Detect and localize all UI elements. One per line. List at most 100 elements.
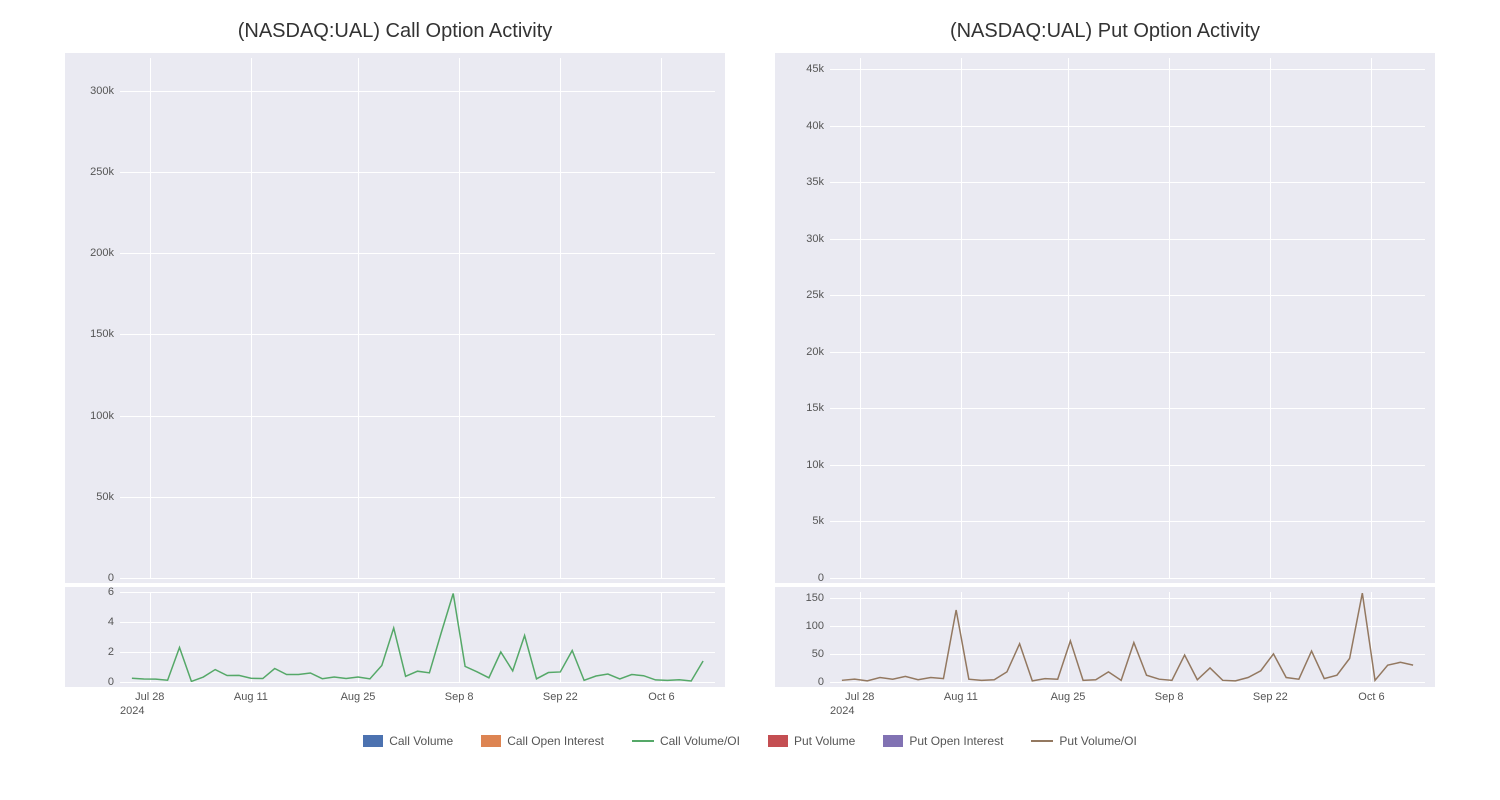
y-tick-label: 100k — [90, 410, 114, 422]
grid-line — [961, 58, 962, 578]
legend-swatch-line — [1031, 740, 1053, 742]
x-tick-label: Jul 28 — [135, 691, 164, 703]
grid-line — [830, 126, 1425, 127]
grid-line — [830, 408, 1425, 409]
grid-line — [830, 295, 1425, 296]
grid-line — [830, 682, 1425, 683]
call-main-plot: 0 50k 100k 150k 200k 250k 300k — [65, 53, 725, 583]
legend-swatch-bar — [768, 735, 788, 747]
legend-swatch-bar — [363, 735, 383, 747]
call-ratio-plot: 0 2 4 6 — [65, 587, 725, 687]
y-tick-label: 150 — [806, 592, 824, 604]
x-tick-label: Aug 11 — [234, 691, 268, 703]
x-axis-year: 2024 — [830, 705, 854, 717]
grid-line — [120, 416, 715, 417]
charts-wrapper: (NASDAQ:UAL) Call Option Activity 0 50k 10… — [20, 20, 1480, 722]
ratio-line — [830, 592, 1425, 682]
legend-label: Put Volume/OI — [1059, 734, 1136, 748]
grid-line — [830, 578, 1425, 579]
legend-swatch-bar — [883, 735, 903, 747]
y-tick-label: 4 — [108, 616, 114, 628]
call-x-axis: Jul 28 Aug 11 Aug 25 Sep 8 Sep 22 Oct 6 2024 — [120, 687, 715, 722]
grid-line — [1371, 58, 1372, 578]
y-tick-label: 6 — [108, 586, 114, 598]
y-tick-label: 100 — [806, 620, 824, 632]
grid-line — [150, 58, 151, 578]
call-chart-panel: (NASDAQ:UAL) Call Option Activity 0 50k 10… — [65, 20, 725, 722]
legend-item: Put Open Interest — [883, 734, 1003, 748]
legend-label: Call Volume — [389, 734, 453, 748]
y-tick-label: 250k — [90, 166, 114, 178]
y-tick-label: 25k — [806, 289, 824, 301]
x-tick-label: Sep 22 — [1253, 691, 1288, 703]
grid-line — [251, 58, 252, 578]
y-tick-label: 10k — [806, 459, 824, 471]
y-tick-label: 200k — [90, 247, 114, 259]
legend-label: Call Volume/OI — [660, 734, 740, 748]
grid-line — [120, 578, 715, 579]
put-ratio-plot: 0 50 100 150 — [775, 587, 1435, 687]
x-tick-label: Sep 22 — [543, 691, 578, 703]
legend-item: Put Volume/OI — [1031, 734, 1136, 748]
grid-line — [830, 182, 1425, 183]
grid-line — [120, 334, 715, 335]
x-tick-label: Sep 8 — [445, 691, 474, 703]
x-tick-label: Aug 25 — [1051, 691, 1086, 703]
grid-line — [830, 239, 1425, 240]
x-axis-year: 2024 — [120, 705, 144, 717]
legend-label: Call Open Interest — [507, 734, 604, 748]
put-chart-panel: (NASDAQ:UAL) Put Option Activity 0 5k 10k 1… — [775, 20, 1435, 722]
legend: Call Volume Call Open Interest Call Volume… — [20, 734, 1480, 748]
y-tick-label: 2 — [108, 646, 114, 658]
grid-line — [830, 352, 1425, 353]
x-tick-label: Oct 6 — [1358, 691, 1384, 703]
y-tick-label: 20k — [806, 346, 824, 358]
legend-swatch-line — [632, 740, 654, 742]
y-tick-label: 35k — [806, 176, 824, 188]
legend-item: Put Volume — [768, 734, 855, 748]
grid-line — [459, 58, 460, 578]
grid-line — [830, 69, 1425, 70]
legend-label: Put Open Interest — [909, 734, 1003, 748]
y-tick-label: 0 — [818, 572, 824, 584]
x-tick-label: Aug 25 — [341, 691, 376, 703]
legend-item: Call Open Interest — [481, 734, 604, 748]
y-tick-label: 30k — [806, 233, 824, 245]
x-tick-label: Aug 11 — [944, 691, 978, 703]
put-main-plot: 0 5k 10k 15k 20k 25k 30k 35k 40k 45k — [775, 53, 1435, 583]
y-tick-label: 50k — [96, 491, 114, 503]
y-tick-label: 0 — [108, 676, 114, 688]
grid-line — [120, 497, 715, 498]
x-tick-label: Jul 28 — [845, 691, 874, 703]
y-tick-label: 0 — [818, 676, 824, 688]
y-tick-label: 150k — [90, 328, 114, 340]
call-chart-title: (NASDAQ:UAL) Call Option Activity — [65, 20, 725, 43]
grid-line — [830, 521, 1425, 522]
y-tick-label: 50 — [812, 648, 824, 660]
put-x-axis: Jul 28 Aug 11 Aug 25 Sep 8 Sep 22 Oct 6 2024 — [830, 687, 1425, 722]
legend-label: Put Volume — [794, 734, 855, 748]
grid-line — [860, 58, 861, 578]
grid-line — [1169, 58, 1170, 578]
grid-line — [358, 58, 359, 578]
y-tick-label: 40k — [806, 120, 824, 132]
y-tick-label: 5k — [812, 515, 824, 527]
x-tick-label: Oct 6 — [648, 691, 674, 703]
grid-line — [120, 172, 715, 173]
x-tick-label: Sep 8 — [1155, 691, 1184, 703]
y-tick-label: 45k — [806, 63, 824, 75]
y-tick-label: 300k — [90, 85, 114, 97]
grid-line — [120, 91, 715, 92]
y-tick-label: 0 — [108, 572, 114, 584]
put-chart-title: (NASDAQ:UAL) Put Option Activity — [775, 20, 1435, 43]
grid-line — [120, 682, 715, 683]
grid-line — [661, 58, 662, 578]
grid-line — [1270, 58, 1271, 578]
ratio-line — [120, 592, 715, 682]
y-tick-label: 15k — [806, 402, 824, 414]
grid-line — [120, 253, 715, 254]
legend-item: Call Volume/OI — [632, 734, 740, 748]
grid-line — [830, 465, 1425, 466]
legend-item: Call Volume — [363, 734, 453, 748]
grid-line — [560, 58, 561, 578]
